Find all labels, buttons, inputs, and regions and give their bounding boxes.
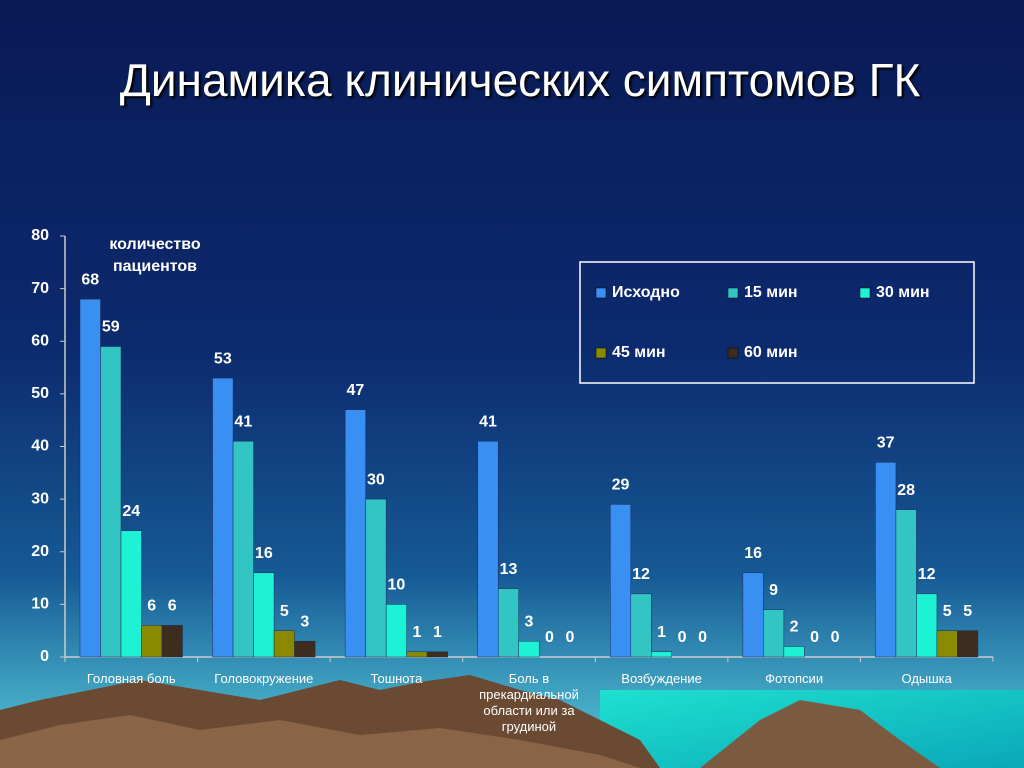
x-tick-label: Боль в прекардиальной области или за гру…: [479, 671, 579, 734]
value-label: 28: [897, 482, 915, 499]
value-label: 0: [831, 629, 840, 646]
mountains-front: [0, 715, 640, 768]
value-label: 12: [918, 566, 936, 583]
bar: [253, 572, 275, 658]
bar: [426, 651, 448, 658]
bar: [141, 625, 163, 658]
value-label: 59: [102, 319, 120, 336]
y-tick-label: 10: [31, 596, 49, 613]
value-label: 16: [744, 545, 762, 562]
x-tick-label: Головная боль: [86, 671, 176, 686]
y-tick-label: 50: [31, 385, 49, 402]
value-label: 16: [255, 545, 273, 562]
bar: [120, 530, 142, 658]
bar: [895, 509, 917, 658]
value-label: 41: [234, 413, 252, 430]
bar: [651, 651, 673, 658]
bar: [212, 377, 234, 658]
value-label: 29: [612, 477, 630, 494]
bar: [100, 346, 122, 658]
bar: [273, 630, 295, 658]
value-label: 2: [790, 619, 799, 636]
value-label: 41: [479, 413, 497, 430]
bar: [916, 593, 938, 658]
value-label: 6: [168, 598, 177, 615]
value-label: 30: [367, 471, 385, 488]
legend-label: 60 мин: [744, 344, 798, 361]
bar: [630, 593, 652, 658]
value-label: 0: [678, 629, 687, 646]
x-tick-label: Тошнота: [370, 671, 423, 686]
legend-label: 45 мин: [612, 344, 666, 361]
bar: [763, 609, 785, 658]
x-tick-label: Головокружение: [214, 671, 314, 686]
value-label: 13: [500, 561, 518, 578]
legend-box: [579, 261, 975, 384]
value-label: 12: [632, 566, 650, 583]
x-tick-label: Одышка: [901, 671, 952, 686]
bar: [875, 462, 897, 658]
bar: [365, 498, 387, 658]
y-tick-label: 40: [31, 438, 49, 455]
y-axis-label: количество пациентов: [109, 236, 201, 275]
legend-swatch: [859, 287, 871, 299]
value-label: 5: [280, 603, 289, 620]
value-label: 5: [943, 603, 952, 620]
value-label: 3: [300, 613, 309, 630]
value-label: 37: [877, 435, 895, 452]
bar: [783, 646, 805, 658]
y-tick-label: 80: [31, 227, 49, 244]
legend-label: 30 мин: [876, 284, 930, 301]
value-label: 53: [214, 350, 232, 367]
x-tick-label: Фотопсии: [765, 671, 824, 686]
bar: [957, 630, 979, 658]
value-label: 0: [698, 629, 707, 646]
bar: [497, 588, 519, 658]
value-label: 68: [81, 271, 99, 288]
bar: [294, 640, 316, 658]
value-label: 6: [147, 598, 156, 615]
legend-swatch: [595, 287, 607, 299]
value-label: 3: [525, 613, 534, 630]
bar: [344, 409, 366, 658]
value-label: 0: [810, 629, 819, 646]
legend-swatch: [727, 347, 739, 359]
value-label: 47: [346, 382, 364, 399]
y-tick-label: 70: [31, 280, 49, 297]
value-label: 10: [387, 577, 405, 594]
bar: [406, 651, 428, 658]
bar: [79, 298, 101, 658]
value-label: 0: [545, 629, 554, 646]
value-label: 24: [122, 503, 140, 520]
y-tick-label: 60: [31, 332, 49, 349]
value-label: 9: [769, 582, 778, 599]
bar: [385, 604, 407, 658]
legend-label: 15 мин: [744, 284, 798, 301]
bar: [161, 625, 183, 658]
value-label: 5: [963, 603, 972, 620]
bar: [936, 630, 958, 658]
bar: [742, 572, 764, 658]
bar: [477, 440, 499, 658]
y-tick-label: 20: [31, 543, 49, 560]
value-label: 1: [657, 624, 666, 641]
bar: [232, 440, 254, 658]
value-label: 1: [433, 624, 442, 641]
legend-label: Исходно: [612, 284, 680, 301]
bar: [518, 640, 540, 658]
y-tick-label: 0: [40, 648, 49, 665]
value-label: 1: [412, 624, 421, 641]
chart-title: Динамика клинических симптомов ГК: [120, 54, 921, 106]
x-tick-label: Возбуждение: [621, 671, 702, 686]
y-tick-label: 30: [31, 490, 49, 507]
island: [700, 700, 940, 768]
bar: [610, 504, 632, 658]
legend-swatch: [595, 347, 607, 359]
legend-swatch: [727, 287, 739, 299]
value-label: 0: [566, 629, 575, 646]
